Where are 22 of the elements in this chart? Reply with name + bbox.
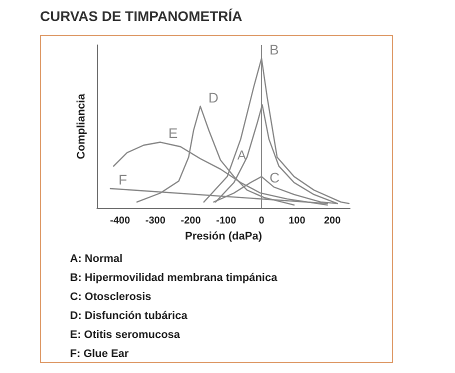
text: E: Otitis seromucosa — [70, 328, 182, 343]
series-label: A — [237, 148, 246, 163]
series-label: D — [208, 89, 218, 106]
series-label: C — [270, 170, 280, 186]
series-label: F — [118, 172, 128, 188]
text: F: Glue Ear — [70, 347, 130, 362]
series-label: E — [168, 125, 178, 142]
text: C: Otosclerosis — [70, 290, 152, 305]
text: D: Disfunción tubárica — [70, 309, 188, 324]
x-tick-label: 200 — [324, 216, 342, 226]
x-tick-label: 0 — [258, 216, 265, 226]
x-tick-label: -300 — [145, 216, 166, 226]
chart-title: CURVAS DE TIMPANOMETRÍA — [40, 8, 242, 24]
series-label: B — [270, 41, 279, 58]
x-tick-label: -100 — [216, 216, 237, 226]
x-tick-label: -200 — [180, 216, 202, 226]
y-axis-title: Compliancia — [76, 92, 88, 160]
x-tick-label: 100 — [288, 216, 306, 226]
x-axis-title: Presión (daPa) — [184, 230, 262, 242]
text: A: Normal — [70, 252, 124, 267]
x-tick-label: -400 — [110, 216, 130, 226]
text: B: Hipermovilidad membrana timpánica — [70, 271, 278, 286]
